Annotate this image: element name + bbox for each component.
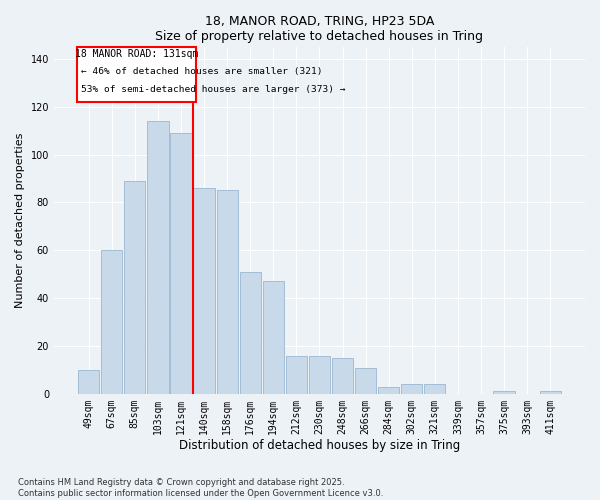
- Bar: [263, 282, 284, 394]
- Bar: [401, 384, 422, 394]
- Text: 18 MANOR ROAD: 131sqm: 18 MANOR ROAD: 131sqm: [75, 50, 198, 59]
- Bar: [217, 190, 238, 394]
- Bar: [332, 358, 353, 394]
- Text: ← 46% of detached houses are smaller (321): ← 46% of detached houses are smaller (32…: [80, 68, 322, 76]
- Bar: [101, 250, 122, 394]
- Bar: [239, 272, 261, 394]
- Bar: [355, 368, 376, 394]
- Text: 53% of semi-detached houses are larger (373) →: 53% of semi-detached houses are larger (…: [80, 85, 345, 94]
- Text: Contains HM Land Registry data © Crown copyright and database right 2025.
Contai: Contains HM Land Registry data © Crown c…: [18, 478, 383, 498]
- Title: 18, MANOR ROAD, TRING, HP23 5DA
Size of property relative to detached houses in : 18, MANOR ROAD, TRING, HP23 5DA Size of …: [155, 15, 484, 43]
- Bar: [286, 356, 307, 394]
- Bar: [170, 133, 191, 394]
- X-axis label: Distribution of detached houses by size in Tring: Distribution of detached houses by size …: [179, 440, 460, 452]
- Bar: [309, 356, 330, 394]
- Bar: [539, 392, 561, 394]
- Y-axis label: Number of detached properties: Number of detached properties: [15, 132, 25, 308]
- Bar: [78, 370, 99, 394]
- Bar: [124, 181, 145, 394]
- Bar: [424, 384, 445, 394]
- FancyBboxPatch shape: [77, 47, 196, 102]
- Bar: [378, 386, 400, 394]
- Bar: [193, 188, 215, 394]
- Bar: [493, 392, 515, 394]
- Bar: [147, 121, 169, 394]
